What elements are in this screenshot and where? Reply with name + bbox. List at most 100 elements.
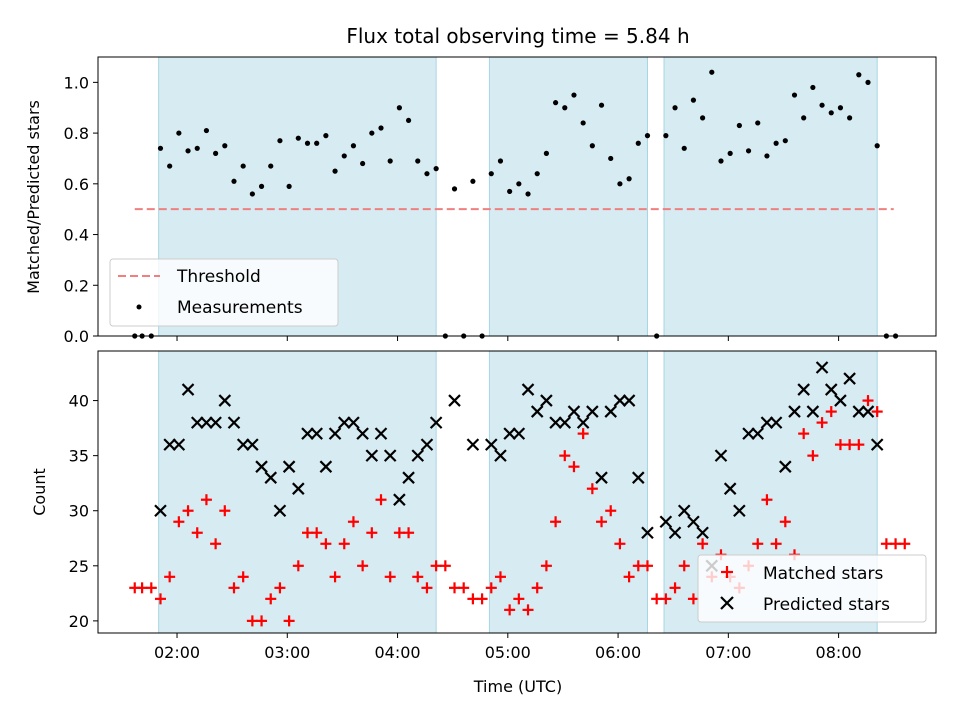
- matched-star-point: [605, 505, 617, 517]
- predicted-star-point: [549, 416, 562, 429]
- measurement-point: [516, 181, 522, 187]
- matched-star-point: [761, 494, 773, 506]
- predicted-star-point: [788, 405, 801, 418]
- predicted-star-point: [420, 438, 434, 451]
- predicted-star-point: [521, 383, 535, 396]
- predicted-star-point: [218, 394, 232, 407]
- matched-star-point: [210, 538, 222, 550]
- measurement-point: [176, 130, 182, 136]
- measurement-point: [709, 69, 715, 75]
- measurement-point: [304, 140, 311, 146]
- matched-star-point: [614, 538, 626, 550]
- measurement-point: [378, 125, 384, 131]
- predicted-star-point: [411, 449, 425, 462]
- predicted-star-point: [604, 405, 618, 418]
- predicted-star-point: [797, 383, 810, 396]
- matched-star-point: [403, 527, 415, 539]
- predicted-star-point: [200, 416, 213, 429]
- measurement-point: [626, 176, 632, 182]
- predicted-star-point: [870, 438, 884, 451]
- predicted-star-point: [540, 394, 553, 407]
- matched-star-point: [596, 516, 608, 528]
- predicted-star-point: [374, 427, 388, 440]
- matched-star-point: [164, 571, 176, 583]
- measurement-point: [562, 105, 568, 111]
- x-tick-label: 06:00: [595, 643, 641, 662]
- matched-star-point: [145, 582, 157, 594]
- measurement-points: [132, 69, 899, 339]
- measurement-point: [791, 92, 798, 98]
- legend-predicted-label: Predicted stars: [763, 595, 890, 615]
- predicted-star-point: [622, 394, 636, 407]
- legend-measurements-label: Measurements: [177, 298, 303, 318]
- predicted-star-point: [503, 427, 516, 440]
- measurement-point: [396, 105, 402, 111]
- x-tick-label: 07:00: [705, 643, 751, 662]
- predicted-star-point: [319, 460, 333, 473]
- ratio-legend-box: [109, 258, 339, 327]
- matched-star-point: [256, 615, 268, 627]
- count-y-ticks: 20 25 30 35 40: [69, 392, 98, 631]
- y-tick-label: 20: [69, 612, 89, 631]
- ratio-x-ticks: [176, 336, 840, 341]
- matched-star-point: [697, 538, 709, 550]
- predicted-star-point: [824, 383, 838, 396]
- count-x-ticks: 02:00 03:00 04:00 05:00 06:00 07:00 08:00: [154, 633, 862, 662]
- matched-star-point: [880, 538, 892, 550]
- matched-star-point: [283, 615, 295, 627]
- predicted-star-point: [209, 416, 222, 429]
- predicted-star-point: [227, 416, 241, 429]
- predicted-star-point: [733, 504, 746, 518]
- predicted-star-point: [337, 416, 351, 429]
- matched-star-point: [687, 593, 699, 605]
- count-plot-frame: [97, 350, 937, 634]
- matched-star-point: [412, 571, 424, 583]
- predicted-star-point: [641, 526, 654, 540]
- predicted-star-point: [632, 471, 645, 484]
- predicted-star-point: [595, 471, 608, 484]
- matched-star-point: [494, 571, 506, 583]
- matched-star-point: [568, 461, 580, 473]
- predicted-star-point: [760, 416, 774, 429]
- matched-star-point: [531, 582, 543, 594]
- predicted-star-point: [292, 482, 305, 495]
- ratio-y-ticks: 0.0 0.2 0.4 0.6 0.8 1.0: [64, 73, 98, 346]
- measurement-point: [507, 188, 513, 195]
- measurement-point: [185, 148, 191, 154]
- measurement-point: [249, 191, 255, 197]
- predicted-star-point: [347, 416, 360, 429]
- chart-title: Flux total observing time = 5.84 h: [346, 24, 689, 48]
- matched-star-point: [669, 582, 681, 594]
- matched-star-point: [154, 593, 166, 605]
- measurement-point: [295, 135, 301, 141]
- y-tick-label: 30: [69, 502, 89, 521]
- y-tick-label: 0.8: [64, 124, 89, 143]
- matched-star-point: [522, 604, 534, 616]
- measurement-point: [323, 133, 329, 139]
- predicted-star-point: [282, 460, 296, 473]
- predicted-star-point: [742, 427, 755, 440]
- predicted-star-point: [264, 471, 278, 484]
- predicted-star-point: [843, 372, 856, 385]
- measurement-point: [470, 178, 476, 184]
- predicted-star-point: [365, 449, 379, 462]
- matched-star-point: [476, 593, 488, 605]
- matched-star-point: [798, 428, 810, 440]
- predicted-star-point: [154, 504, 167, 518]
- matched-star-point: [485, 582, 497, 594]
- predicted-star-point: [696, 526, 709, 540]
- measurement-point: [277, 138, 283, 144]
- matched-star-point: [439, 560, 451, 572]
- measurement-point: [350, 143, 357, 149]
- measurement-point: [635, 140, 641, 146]
- count-panel: 20 25 30 35 40 02:00 03:00 04:00 05:00 06:00 07:0…: [30, 350, 937, 696]
- predicted-star-point: [494, 449, 507, 462]
- matched-star-point: [660, 593, 672, 605]
- measurement-point: [525, 191, 531, 197]
- predicted-star-point: [484, 438, 498, 451]
- predicted-star-point: [576, 416, 590, 429]
- matched-star-point: [357, 560, 369, 572]
- predicted-star-point: [163, 438, 176, 451]
- matched-star-point: [182, 505, 194, 517]
- matched-star-point: [871, 406, 883, 418]
